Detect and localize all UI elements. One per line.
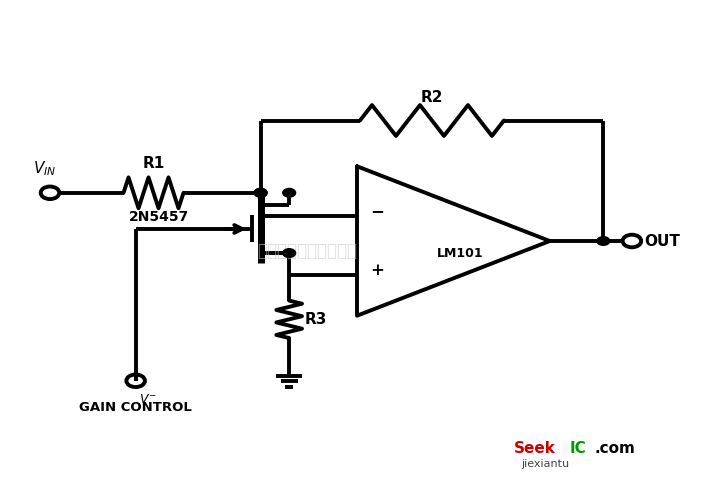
Text: $V_{IN}$: $V_{IN}$: [33, 160, 56, 178]
Text: −: −: [370, 203, 383, 220]
Text: $V^{-}$: $V^{-}$: [139, 393, 157, 406]
Text: .com: .com: [594, 441, 635, 456]
Text: R1: R1: [142, 156, 165, 171]
Text: +: +: [370, 262, 383, 280]
Circle shape: [283, 249, 296, 257]
Text: R2: R2: [421, 90, 443, 105]
Text: Seek: Seek: [514, 441, 556, 456]
Circle shape: [283, 188, 296, 197]
Text: R3: R3: [305, 312, 327, 327]
Text: OUT: OUT: [645, 233, 680, 249]
Text: 2N5457: 2N5457: [129, 210, 188, 224]
Circle shape: [254, 188, 267, 197]
Text: LM101: LM101: [437, 247, 484, 259]
Text: 杭州祥睿科技有限公司: 杭州祥睿科技有限公司: [257, 241, 357, 260]
Text: jiexiantu: jiexiantu: [521, 459, 569, 469]
Circle shape: [597, 237, 610, 245]
Text: IC: IC: [570, 441, 586, 456]
Circle shape: [254, 188, 267, 197]
Text: GAIN CONTROL: GAIN CONTROL: [79, 401, 192, 414]
